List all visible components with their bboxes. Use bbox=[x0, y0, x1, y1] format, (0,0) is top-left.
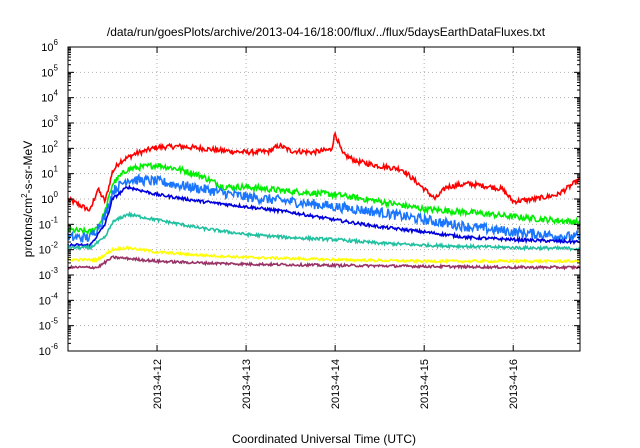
y-tick-base: 10 bbox=[41, 118, 53, 130]
y-tick-base: 10 bbox=[41, 143, 53, 155]
series-line-3 bbox=[67, 184, 581, 248]
y-tick-label: 10-4 bbox=[39, 291, 59, 307]
y-tick-exponent: 5 bbox=[54, 63, 59, 72]
y-axis: 10-610-510-410-310-210-11001011021031041… bbox=[39, 38, 580, 358]
x-tick-label: 2013-4-13 bbox=[241, 359, 253, 409]
x-tick-label: 2013-4-15 bbox=[419, 359, 431, 409]
x-tick-label: 2013-4-16 bbox=[508, 359, 520, 409]
series-line-0 bbox=[67, 130, 581, 213]
y-tick-label: 103 bbox=[41, 114, 58, 130]
y-tick-exponent: -5 bbox=[51, 317, 59, 326]
y-tick-exponent: -6 bbox=[51, 342, 59, 351]
series-line-6 bbox=[67, 255, 581, 271]
y-tick-label: 106 bbox=[41, 38, 58, 54]
y-tick-base: 10 bbox=[39, 321, 51, 333]
series-line-5 bbox=[67, 245, 581, 265]
x-tick-label: 2013-4-14 bbox=[330, 359, 342, 409]
y-tick-exponent: -1 bbox=[51, 215, 59, 224]
series-layer bbox=[67, 130, 581, 271]
y-tick-base: 10 bbox=[41, 169, 53, 181]
y-tick-exponent: 6 bbox=[54, 38, 59, 47]
y-tick-exponent: 0 bbox=[54, 190, 59, 199]
y-tick-exponent: 3 bbox=[54, 114, 59, 123]
y-tick-base: 10 bbox=[41, 194, 53, 206]
y-tick-exponent: -3 bbox=[51, 266, 59, 275]
y-tick-base: 10 bbox=[41, 93, 53, 105]
y-tick-base: 10 bbox=[41, 67, 53, 79]
series-line-4 bbox=[67, 211, 581, 252]
y-tick-label: 10-6 bbox=[39, 342, 59, 358]
x-axis-label: Coordinated Universal Time (UTC) bbox=[232, 432, 416, 446]
y-tick-label: 10-2 bbox=[39, 241, 59, 257]
y-tick-base: 10 bbox=[39, 295, 51, 307]
y-axis-label-rest: -s-sr-MeV bbox=[21, 141, 35, 194]
y-tick-base: 10 bbox=[39, 219, 51, 231]
y-tick-exponent: 2 bbox=[54, 139, 59, 148]
y-tick-base: 10 bbox=[39, 346, 51, 358]
series-line-2 bbox=[67, 172, 581, 245]
y-tick-exponent: -4 bbox=[51, 291, 59, 300]
y-axis-label: protons/cm2-s-sr-MeV bbox=[20, 141, 35, 257]
y-tick-base: 10 bbox=[41, 42, 53, 54]
y-axis-label-base: protons/cm bbox=[21, 198, 35, 257]
y-tick-label: 10-3 bbox=[39, 266, 59, 282]
series-line-1 bbox=[67, 161, 581, 237]
chart-title: /data/run/goesPlots/archive/2013-04-16/1… bbox=[107, 25, 546, 39]
x-tick-label: 2013-4-12 bbox=[152, 359, 164, 409]
y-tick-label: 101 bbox=[41, 165, 58, 181]
y-tick-label: 100 bbox=[41, 190, 58, 206]
x-axis: 2013-4-12 2013-4-13 2013-4-14 2013-4-15 2013… bbox=[152, 47, 520, 409]
y-tick-base: 10 bbox=[39, 245, 51, 257]
y-tick-label: 10-1 bbox=[39, 215, 59, 231]
y-tick-label: 10-5 bbox=[39, 317, 59, 333]
y-tick-label: 102 bbox=[41, 139, 58, 155]
grid bbox=[68, 47, 580, 351]
y-tick-base: 10 bbox=[39, 270, 51, 282]
y-tick-label: 105 bbox=[41, 63, 58, 79]
y-tick-label: 104 bbox=[41, 89, 58, 105]
y-tick-exponent: 4 bbox=[54, 89, 59, 98]
y-tick-exponent: -2 bbox=[51, 241, 59, 250]
y-axis-label-sup: 2 bbox=[20, 193, 29, 198]
y-tick-exponent: 1 bbox=[54, 165, 59, 174]
